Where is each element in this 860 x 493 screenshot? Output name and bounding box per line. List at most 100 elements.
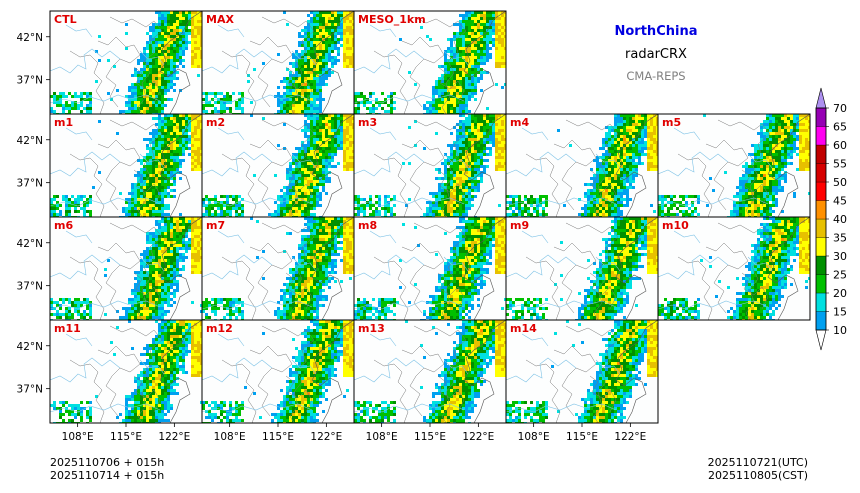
radar-cell <box>620 138 623 141</box>
radar-cell <box>745 168 748 171</box>
radar-cell <box>310 162 313 165</box>
radar-cell <box>134 195 137 198</box>
radar-cell <box>605 213 608 216</box>
radar-cell <box>125 23 128 26</box>
radar-cell <box>170 74 173 77</box>
radar-cell <box>185 20 188 23</box>
radar-cell <box>805 132 808 135</box>
radar-cell <box>301 101 304 104</box>
radar-cell <box>459 213 462 216</box>
radar-cell <box>80 198 83 201</box>
radar-cell <box>322 171 325 174</box>
river <box>354 151 425 177</box>
radar-cell <box>170 50 173 53</box>
radar-cell <box>319 74 322 77</box>
radar-cell <box>152 41 155 44</box>
radar-cell <box>200 38 202 41</box>
province-boundary <box>109 16 163 114</box>
radar-cell <box>465 144 468 147</box>
radar-cell <box>182 38 185 41</box>
radar-cell <box>146 71 149 74</box>
radar-cell <box>161 195 164 198</box>
radar-cell <box>504 138 506 141</box>
radar-cell <box>167 186 170 189</box>
radar-cell <box>808 162 810 165</box>
radar-cell <box>164 29 167 32</box>
radar-cell <box>429 207 432 210</box>
radar-cell <box>369 207 372 210</box>
radar-cell <box>536 201 539 204</box>
radar-cell <box>226 107 229 110</box>
radar-cell <box>140 189 143 192</box>
radar-cell <box>453 32 456 35</box>
radar-cell <box>459 156 462 159</box>
radar-cell <box>781 138 784 141</box>
radar-cell <box>474 35 477 38</box>
radar-cell <box>77 95 80 98</box>
radar-cell <box>623 171 626 174</box>
radar-cell <box>504 17 506 20</box>
radar-cell <box>295 101 298 104</box>
radar-cell <box>480 156 483 159</box>
radar-cell <box>769 117 772 120</box>
radar-cell <box>456 174 459 177</box>
radar-cell <box>185 29 188 32</box>
radar-cell <box>328 26 331 29</box>
radar-cell <box>295 98 298 101</box>
radar-cell <box>289 165 292 168</box>
radar-cell <box>313 198 316 201</box>
radar-cell <box>512 201 515 204</box>
radar-cell <box>155 95 158 98</box>
radar-cell <box>656 168 658 171</box>
radar-cell <box>349 129 352 132</box>
radar-cell <box>197 135 200 138</box>
radar-cell <box>173 53 176 56</box>
radar-cell <box>498 53 501 56</box>
radar-cell <box>164 150 167 153</box>
coastline <box>463 11 506 114</box>
radar-cell <box>632 123 635 126</box>
radar-cell <box>155 59 158 62</box>
radar-cell <box>235 198 238 201</box>
radar-cell <box>468 126 471 129</box>
radar-cell <box>310 117 313 120</box>
radar-cell <box>799 162 802 165</box>
radar-cell <box>465 44 468 47</box>
radar-cell <box>194 56 197 59</box>
radar-cell <box>769 135 772 138</box>
radar-cell <box>223 213 226 216</box>
radar-cell <box>179 153 182 156</box>
radar-cell <box>340 135 343 138</box>
radar-cell <box>349 14 352 17</box>
radar-cell <box>426 110 429 113</box>
radar-cell <box>495 38 498 41</box>
radar-cell <box>587 189 590 192</box>
radar-cell <box>197 29 200 32</box>
radar-cell <box>638 162 641 165</box>
radar-cell <box>191 50 194 53</box>
radar-cell <box>808 165 810 168</box>
radar-cell <box>322 123 325 126</box>
radar-cell <box>626 171 629 174</box>
radar-cell <box>286 201 289 204</box>
radar-cell <box>441 110 444 113</box>
radar-cell <box>468 150 471 153</box>
radar-cell <box>438 110 441 113</box>
radar-cell <box>167 20 170 23</box>
radar-cell <box>432 207 435 210</box>
radar-cell <box>289 162 292 165</box>
radar-cell <box>310 50 313 53</box>
radar-cell <box>656 135 658 138</box>
radar-cell <box>408 198 411 201</box>
radar-cell <box>802 114 805 117</box>
radar-cell <box>152 62 155 65</box>
radar-cell <box>340 14 343 17</box>
radar-cell <box>375 201 378 204</box>
radar-cell <box>450 132 453 135</box>
radar-cell <box>170 38 173 41</box>
radar-cell <box>238 201 241 204</box>
radar-cell <box>492 123 495 126</box>
radar-cell <box>307 117 310 120</box>
radar-cell <box>322 153 325 156</box>
radar-cell <box>143 183 146 186</box>
